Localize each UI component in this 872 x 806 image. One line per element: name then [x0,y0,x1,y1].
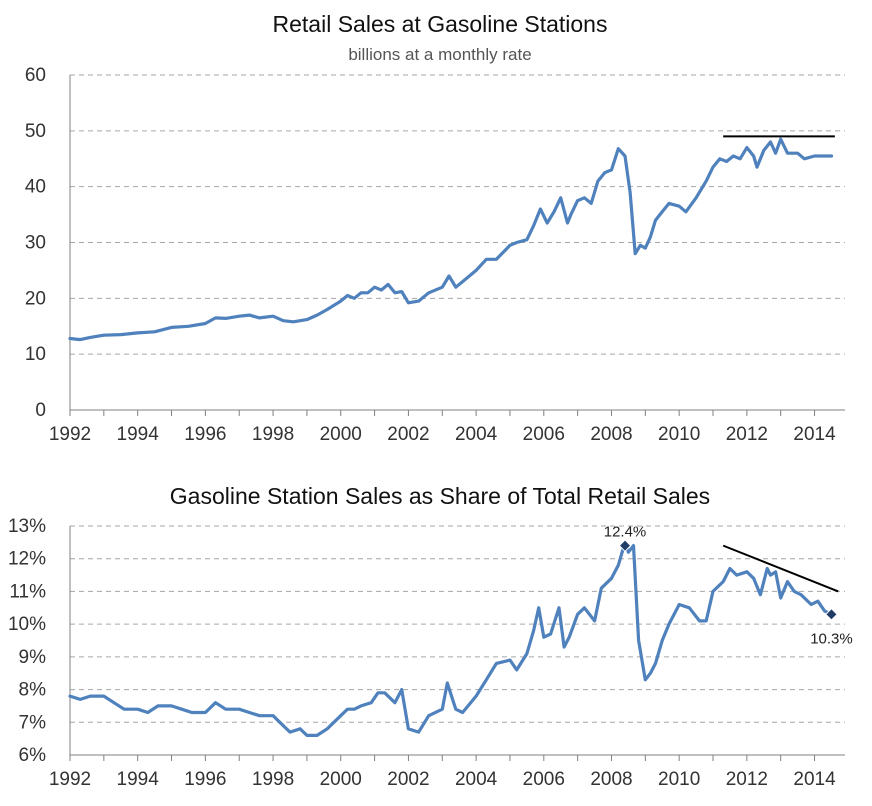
chart1-xtick-label: 1992 [49,424,91,445]
chart1-xtick-label: 1996 [184,424,226,445]
chart2-annotation-marker [618,539,632,552]
chart2-xtick-label: 2010 [658,769,700,790]
chart2-ytick-label: 9% [19,647,47,668]
chart1-ytick-label: 10 [25,344,46,365]
chart1-series-line [68,137,834,342]
chart2-ytick-label: 10% [8,614,46,635]
chart2-ytick-label: 7% [19,712,47,733]
chart2-annotation-marker [825,607,838,621]
chart2-title: Gasoline Station Sales as Share of Total… [170,483,710,509]
chart2-xtick-label: 2000 [320,769,362,790]
chart2-xtick-label: 2008 [590,769,632,790]
chart2-xtick-label: 1998 [252,769,294,790]
chart1-xtick-label: 2014 [793,424,836,445]
chart1-ytick-label: 40 [25,177,46,198]
chart2-xtick-label: 2006 [523,769,565,790]
chart2-ytick-label: 13% [8,516,46,537]
chart2-ytick-label: 12% [8,549,46,570]
chart1-xtick-label: 2002 [387,424,429,445]
chart1-xtick-label: 2012 [726,424,768,445]
chart1-xtick-label: 2000 [320,424,362,445]
chart2-trend-line [722,544,839,593]
chart2-ytick-label: 11% [9,581,46,602]
chart1-ytick-label: 60 [25,65,46,86]
chart1-xtick-label: 2010 [658,424,700,445]
chart1-ytick-label: 50 [25,121,46,142]
chart1-ytick-label: 20 [25,288,46,309]
chart1-xtick-label: 1998 [252,424,294,445]
chart1-subtitle: billions at a monthly rate [348,45,531,64]
chart1-xtick-label: 2006 [523,424,565,445]
chart1-title: Retail Sales at Gasoline Stations [273,11,608,37]
chart1-xtick-label: 2008 [590,424,632,445]
chart1-ytick-label: 30 [25,233,46,254]
chart2-xtick-label: 1996 [184,769,226,790]
chart2-xtick-label: 2014 [793,769,836,790]
chart2-series-line [68,540,834,737]
chart2-ytick-label: 6% [19,745,47,766]
chart2-ytick-label: 8% [19,680,47,701]
chart1-xtick-label: 1994 [117,424,160,445]
chart1-xtick-label: 2004 [455,424,498,445]
chart2-annotation-label: 10.3% [810,630,853,647]
chart2-xtick-label: 1994 [117,769,160,790]
chart2-xtick-label: 2004 [455,769,498,790]
chart2-annotation-label: 12.4% [604,524,647,541]
chart2-xtick-label: 2012 [726,769,768,790]
chart1-ytick-label: 0 [35,400,46,421]
chart2-xtick-label: 2002 [387,769,429,790]
chart2-xtick-label: 1992 [49,769,91,790]
